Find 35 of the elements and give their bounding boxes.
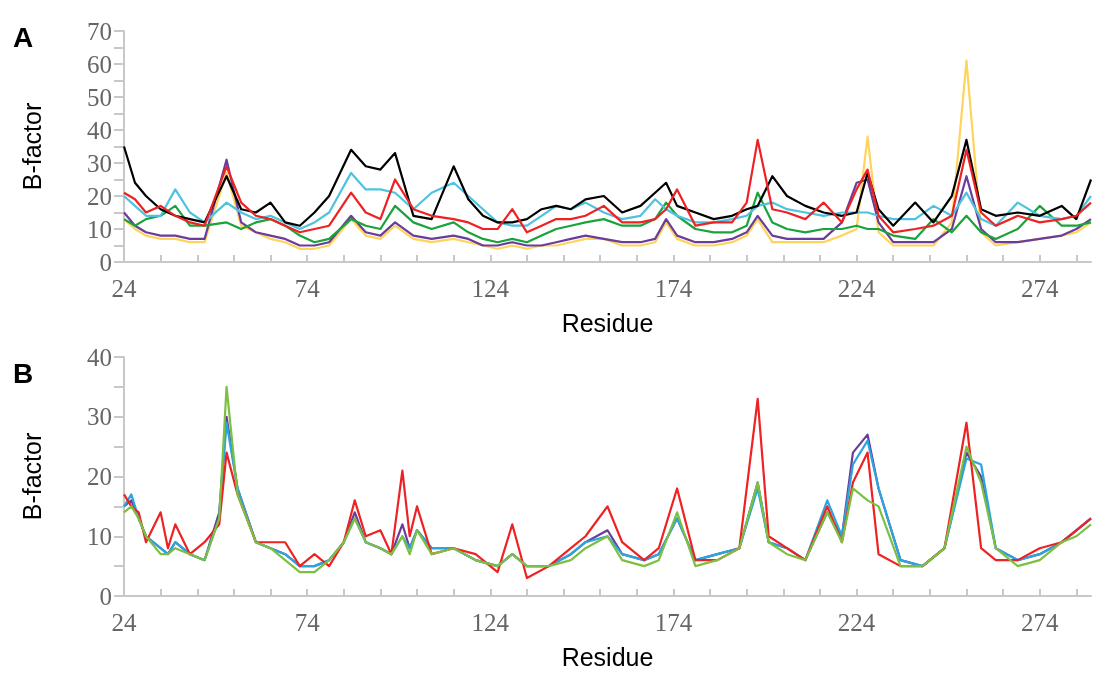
y-tick-label: 20 <box>87 463 112 490</box>
x-tick-label: 174 <box>654 275 693 302</box>
x-axis-title: Residue <box>561 642 654 671</box>
x-axis-title: Residue <box>561 308 654 337</box>
x-tick-label: 224 <box>837 609 876 636</box>
y-tick-label: 20 <box>87 182 112 210</box>
x-tick-label: 24 <box>111 609 137 636</box>
x-tick-label: 224 <box>837 275 876 302</box>
line-series <box>122 59 1093 250</box>
y-tick-label: 50 <box>87 83 112 111</box>
line-series <box>122 158 1093 247</box>
x-tick-label: 74 <box>294 275 321 302</box>
y-axis-title: B-factor <box>17 102 46 191</box>
y-tick-label: 0 <box>99 248 112 276</box>
line-series <box>122 171 1093 231</box>
x-tick-label: 124 <box>471 275 510 302</box>
x-tick-label: 174 <box>654 609 693 636</box>
x-tick-label: 274 <box>1020 609 1059 636</box>
x-tick-label: 74 <box>294 609 321 636</box>
y-tick-label: 40 <box>87 116 112 144</box>
y-tick-label: 40 <box>87 343 112 371</box>
y-tick-label: 0 <box>99 582 112 610</box>
y-tick-label: 60 <box>87 50 112 78</box>
chart-title: B <box>13 357 34 389</box>
y-tick-label: 10 <box>87 522 112 550</box>
x-tick-label: 24 <box>111 275 137 302</box>
y-tick-label: 70 <box>87 17 112 45</box>
y-tick-label: 30 <box>87 149 112 177</box>
y-axis-title: B-factor <box>17 432 46 521</box>
x-tick-label: 274 <box>1020 275 1059 302</box>
x-tick-label: 124 <box>471 609 510 636</box>
y-tick-label: 30 <box>87 403 112 431</box>
line-series <box>122 191 1093 244</box>
y-tick-label: 10 <box>87 215 112 243</box>
chart-title: A <box>13 21 34 53</box>
